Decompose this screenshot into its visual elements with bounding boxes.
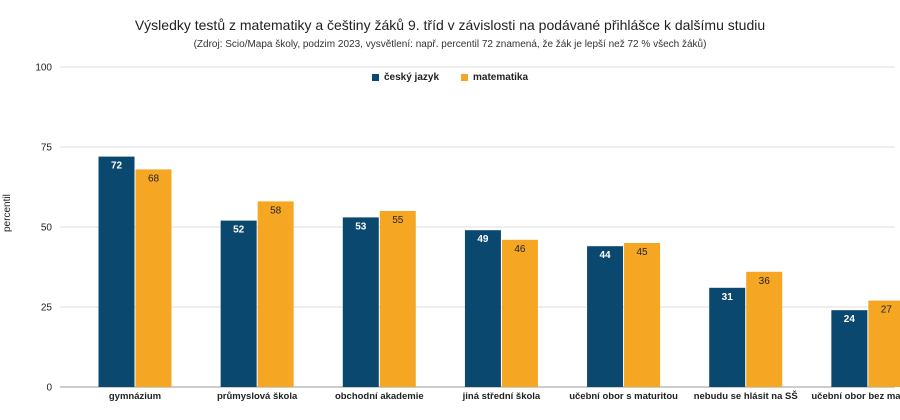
x-tick-label: gymnázium — [109, 391, 161, 402]
legend: český jazyk matematika — [0, 72, 900, 83]
data-label: 52 — [233, 225, 245, 236]
data-label: 36 — [759, 276, 771, 287]
data-label: 44 — [600, 250, 612, 261]
x-tick-label: učební obor s maturitou — [569, 391, 678, 402]
bar-cesky-jazyk — [220, 220, 257, 387]
bar-matematika — [379, 211, 416, 387]
chart-title: Výsledky testů z matematiky a češtiny žá… — [134, 17, 766, 33]
chart-subtitle: (Zdroj: Scio/Mapa školy, podzim 2023, vy… — [193, 39, 707, 50]
y-tick-label: 50 — [41, 223, 53, 234]
data-label: 31 — [722, 292, 734, 303]
legend-label-cesky-jazyk: český jazyk — [383, 72, 440, 83]
bar-cesky-jazyk — [831, 310, 868, 387]
data-label: 27 — [881, 305, 893, 316]
data-label: 58 — [270, 205, 282, 216]
bar-cesky-jazyk — [709, 287, 746, 387]
bar-matematika — [257, 201, 294, 387]
y-tick-label: 25 — [41, 303, 53, 314]
bar-cesky-jazyk — [587, 246, 624, 387]
x-tick-label: jiná střední škola — [462, 391, 541, 402]
bar-matematika — [868, 300, 900, 387]
bar-matematika — [135, 169, 172, 387]
bar-matematika — [501, 239, 538, 387]
bar-cesky-jazyk — [342, 217, 379, 387]
data-label: 68 — [148, 173, 160, 184]
data-label: 55 — [392, 215, 404, 226]
legend-label-matematika: matematika — [473, 72, 529, 83]
data-label: 46 — [514, 244, 526, 255]
bar-matematika — [746, 271, 783, 387]
legend-swatch-cesky-jazyk — [371, 74, 379, 81]
x-tick-label: učební obor bez maturity — [811, 391, 900, 402]
legend-swatch-matematika — [461, 74, 469, 81]
data-label: 53 — [355, 221, 367, 232]
data-label: 49 — [477, 234, 489, 245]
y-tick-label: 0 — [46, 383, 52, 394]
y-tick-label: 75 — [41, 143, 53, 154]
bar-cesky-jazyk — [464, 230, 501, 387]
x-tick-label: průmyslová škola — [217, 391, 298, 402]
legend-item-matematika: matematika — [461, 72, 528, 83]
y-tick-label: 100 — [35, 63, 52, 74]
bar-matematika — [624, 243, 661, 387]
x-tick-label: obchodní akademie — [335, 391, 424, 402]
bar-cesky-jazyk — [98, 156, 135, 387]
x-tick-label: nebudu se hlásit na SŠ — [694, 390, 798, 402]
legend-item-cesky-jazyk: český jazyk — [371, 72, 440, 83]
data-label: 24 — [844, 314, 856, 325]
data-label: 72 — [111, 161, 123, 172]
data-label: 45 — [637, 247, 649, 258]
